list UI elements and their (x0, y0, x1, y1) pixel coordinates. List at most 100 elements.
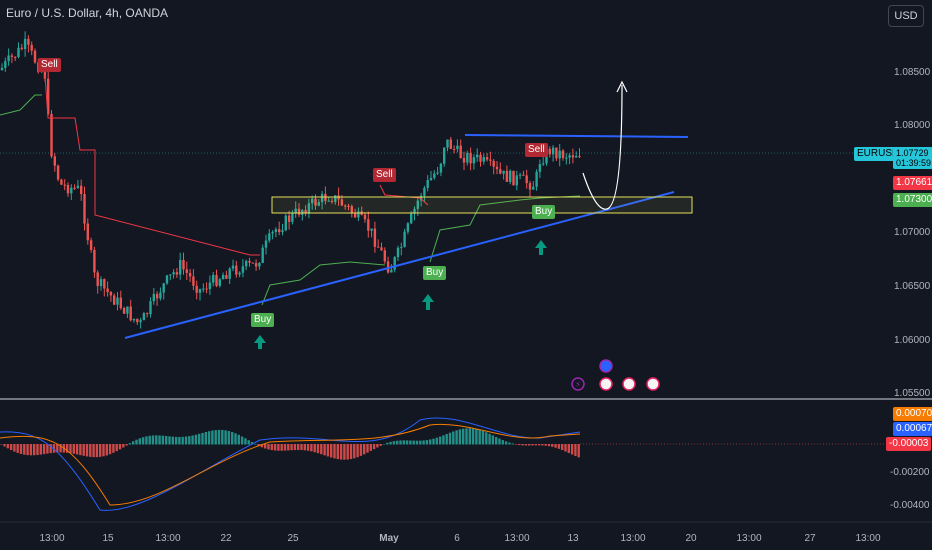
macd-histogram-bar (132, 441, 135, 445)
candle-body (268, 233, 271, 241)
macd-histogram-bar (458, 429, 462, 445)
support-zone[interactable] (271, 196, 693, 214)
macd-histogram-bar (75, 444, 79, 455)
currency-button[interactable]: USD (888, 5, 924, 27)
macd-histogram-bar (79, 444, 82, 456)
us-flag-event-icon[interactable] (622, 377, 636, 391)
candle-body (23, 38, 27, 50)
candle-body (228, 268, 231, 279)
candle-body (172, 272, 175, 275)
macd-histogram-bar (346, 444, 349, 460)
candle-body (208, 282, 212, 290)
buy-signal-label[interactable]: Buy (423, 266, 447, 280)
candle-body (571, 155, 575, 158)
macd-histogram-bar (488, 433, 491, 445)
candle-body (393, 257, 396, 270)
indicator-axis[interactable]: -0.00200 -0.00400 (890, 467, 930, 511)
macd-histogram-bar (511, 443, 514, 445)
indicator-histogram-tag[interactable]: -0.00003 (886, 437, 932, 451)
macd-histogram-bar (95, 444, 99, 458)
candle-body (518, 174, 522, 176)
projection-path[interactable] (582, 84, 623, 210)
candle-body (136, 318, 139, 323)
macd-histogram-bar (471, 428, 475, 445)
macd-histogram-bar (369, 444, 372, 451)
macd-histogram-bar (343, 444, 346, 460)
macd-histogram-bar (181, 436, 184, 445)
candle-body (314, 198, 317, 206)
us-flag-event-icon[interactable] (599, 377, 613, 391)
sell-signal-label[interactable]: Sell (373, 168, 396, 182)
macd-histogram-bar (6, 444, 9, 449)
candle-body (218, 279, 221, 286)
supertrend-indicator (0, 74, 581, 306)
resistance-line[interactable] (464, 134, 689, 138)
macd-histogram-bar (498, 438, 501, 445)
macd-histogram-bar (514, 444, 518, 445)
macd-histogram-bar (56, 444, 59, 453)
candle-body (307, 203, 311, 214)
symbol-tag[interactable]: EURUSD (854, 147, 903, 161)
candle-body (33, 50, 37, 63)
economic-event-icon[interactable] (599, 359, 613, 373)
candle-body (56, 165, 60, 180)
macd-histogram-bar (389, 441, 392, 445)
macd-histogram-bar (112, 444, 115, 453)
candle-body (142, 313, 146, 321)
macd-histogram-bar (141, 437, 145, 445)
macd-histogram-bar (574, 444, 577, 456)
candle-body (377, 246, 380, 248)
macd-line (0, 417, 581, 511)
red-level-tag[interactable]: 1.07661 (893, 176, 932, 190)
macd-indicator (0, 417, 581, 511)
candle-body (452, 148, 456, 150)
green-level-tag[interactable]: 1.07300 (893, 193, 932, 207)
candle-body (495, 166, 499, 170)
candle-body (482, 157, 485, 162)
candle-body (248, 260, 251, 263)
macd-histogram-bar (412, 440, 415, 445)
macd-histogram-bar (267, 444, 270, 450)
lightning-event-icon[interactable] (571, 377, 585, 391)
candle-body (0, 67, 4, 70)
macd-histogram-bar (46, 444, 49, 454)
macd-histogram-bar (429, 439, 432, 445)
ascending-trendline[interactable] (124, 191, 675, 339)
us-flag-event-icon[interactable] (646, 377, 660, 391)
buy-signal-label[interactable]: Buy (532, 205, 556, 219)
sell-signal-label[interactable]: Sell (38, 58, 61, 72)
candle-body (116, 297, 119, 305)
time-axis[interactable]: 13:00 15 13:00 22 25 May 6 13:00 13 13:0… (39, 533, 880, 544)
last-price-tag[interactable]: 1.07729 01:39:59 (893, 147, 932, 169)
macd-histogram-bar (52, 444, 56, 453)
candle-body (505, 170, 509, 182)
macd-histogram-bar (204, 432, 207, 445)
candle-body (20, 47, 23, 50)
candle-body (386, 261, 390, 273)
macd-histogram-bar (89, 444, 92, 457)
buy-signal-label[interactable]: Buy (251, 313, 275, 327)
candle-body (139, 320, 142, 323)
macd-histogram-bar (551, 444, 554, 447)
macd-histogram-bar (419, 440, 422, 445)
candle-body (30, 44, 33, 51)
indicator-tick: -0.00200 (890, 467, 930, 478)
macd-histogram-bar (42, 444, 46, 455)
price-axis[interactable]: 1.08500 1.08000 1.07000 1.06500 1.06000 … (894, 67, 931, 399)
indicator-signal-tag[interactable]: 0.00070 (893, 407, 932, 421)
buy-arrow-icon (254, 335, 266, 349)
sell-signal-label[interactable]: Sell (525, 143, 548, 157)
macd-histogram-bar (392, 441, 396, 445)
indicator-tick: -0.00400 (890, 500, 930, 511)
candle-body (83, 193, 86, 224)
indicator-macd-tag[interactable]: 0.00067 (893, 422, 932, 436)
candle-body (522, 174, 525, 176)
time-tick: 20 (685, 533, 697, 544)
macd-histogram-bar (455, 430, 458, 445)
macd-histogram-bar (221, 429, 224, 445)
macd-histogram-bar (475, 428, 478, 445)
macd-histogram-bar (300, 444, 303, 451)
candle-body (423, 187, 426, 196)
projection-arrow-icon (616, 80, 628, 93)
